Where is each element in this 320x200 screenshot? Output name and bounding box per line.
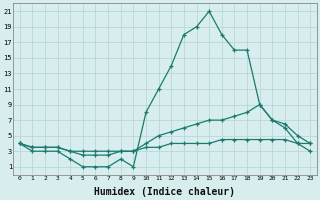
X-axis label: Humidex (Indice chaleur): Humidex (Indice chaleur) — [94, 186, 236, 197]
